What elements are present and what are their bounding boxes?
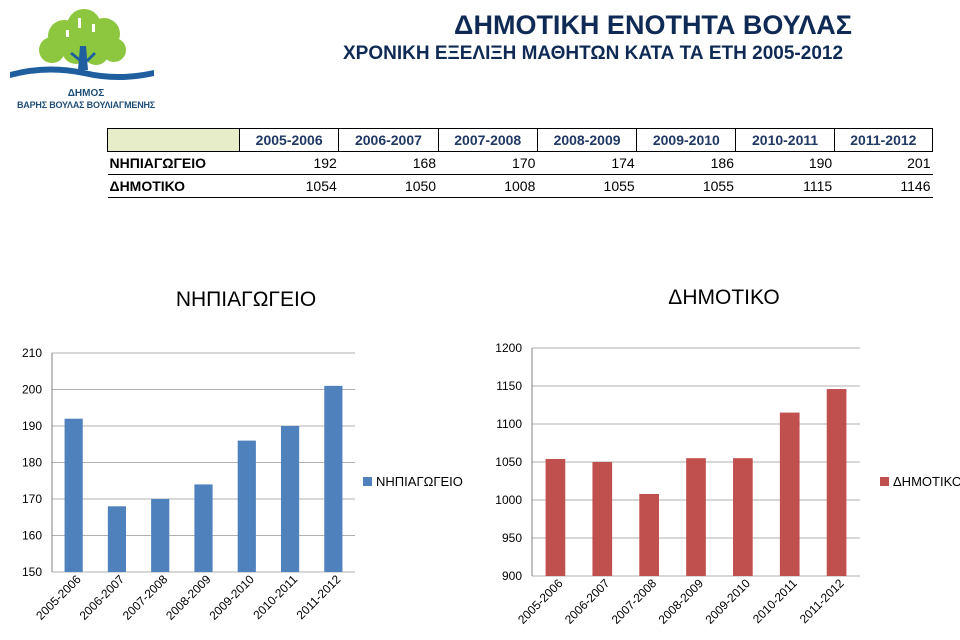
kindergarten-legend-swatch xyxy=(363,477,372,486)
page-subtitle: ΧΡΟΝΙΚΗ ΕΞΕΛΙΞΗ ΜΑΘΗΤΩΝ ΚΑΤΑ ΤΑ ΕΤΗ 2005… xyxy=(342,43,844,64)
column-header: 2005-2006 xyxy=(238,128,340,152)
kindergarten-x-tick-label: 2005-2006 xyxy=(33,572,84,623)
table-cell: 1055 xyxy=(537,174,637,198)
logo-text-line1: ΔΗΜΟΣ xyxy=(67,88,105,99)
primary-x-tick-label: 2010-2011 xyxy=(750,576,800,626)
student-data-table: 2005-2006 2006-2007 2007-2008 2008-2009 … xyxy=(107,128,934,198)
table-cell: 190 xyxy=(735,151,835,175)
primary-y-tick-label: 1150 xyxy=(496,379,522,393)
primary-y-tick-label: 1050 xyxy=(495,455,522,469)
column-header: 2008-2009 xyxy=(536,128,638,152)
column-header: 2007-2008 xyxy=(437,128,538,152)
primary-x-tick-label: 2005-2006 xyxy=(515,576,566,627)
primary-legend-swatch xyxy=(880,477,889,486)
primary-bar xyxy=(686,458,706,576)
primary-legend-label: ΔΗΜΟΤΙΚΟ xyxy=(893,474,960,489)
kindergarten-y-tick-label: 160 xyxy=(22,529,42,543)
primary-bar xyxy=(826,389,847,576)
primary-x-tick-label: 2009-2010 xyxy=(702,576,753,627)
kindergarten-y-tick-label: 210 xyxy=(22,346,42,360)
table-cell: 1055 xyxy=(636,174,736,198)
primary-x-tick-label: 2011-2012 xyxy=(797,576,847,626)
column-header: 2009-2010 xyxy=(636,128,737,152)
kindergarten-y-tick-label: 190 xyxy=(22,419,42,433)
kindergarten-x-tick-label: 2007-2008 xyxy=(120,572,171,623)
kindergarten-y-tick-label: 180 xyxy=(22,456,42,470)
primary-bar xyxy=(733,458,753,576)
kindergarten-bar xyxy=(194,484,213,572)
column-header: 2011-2012 xyxy=(833,128,934,152)
municipality-logo: ΔΗΜΟΣ ΒΑΡΗΣ ΒΟΥΛΑΣ ΒΟΥΛΙΑΓΜΕΝΗΣ xyxy=(6,6,156,110)
table-cell: 170 xyxy=(438,151,538,175)
kindergarten-y-tick-label: 200 xyxy=(22,383,42,397)
kindergarten-x-tick-label: 2010-2011 xyxy=(250,572,300,622)
kindergarten-x-tick-label: 2008-2009 xyxy=(163,572,214,623)
primary-x-tick-label: 2007-2008 xyxy=(609,576,660,627)
primary-chart-title: ΔΗΜΟΤΙΚΟ xyxy=(668,286,779,309)
table-cell: 1008 xyxy=(438,174,538,198)
kindergarten-x-tick-label: 2006-2007 xyxy=(77,572,128,623)
primary-y-tick-label: 900 xyxy=(502,569,522,583)
table-cell: 1054 xyxy=(239,174,339,198)
kindergarten-x-tick-label: 2009-2010 xyxy=(206,572,257,623)
kindergarten-chart-title: ΝΗΠΙΑΓΩΓΕΙΟ xyxy=(176,288,316,311)
primary-x-tick-label: 2008-2009 xyxy=(656,576,707,627)
page-title: ΔΗΜΟΤΙΚΗ ΕΝΟΤΗΤΑ ΒΟΥΛΑΣ xyxy=(454,10,852,40)
kindergarten-y-tick-label: 170 xyxy=(22,492,42,506)
table-corner-cell xyxy=(107,128,240,152)
table-cell: 1050 xyxy=(338,174,439,198)
kindergarten-bar xyxy=(151,499,170,572)
kindergarten-bar xyxy=(237,440,256,572)
primary-y-tick-label: 950 xyxy=(502,531,522,545)
kindergarten-x-tick-label: 2011-2012 xyxy=(294,572,344,622)
primary-bar xyxy=(779,412,800,576)
primary-y-tick-label: 1000 xyxy=(495,493,522,507)
primary-y-tick-label: 1100 xyxy=(496,417,522,431)
primary-x-tick-label: 2006-2007 xyxy=(562,576,613,627)
tree-logo-icon xyxy=(10,9,154,80)
kindergarten-bar xyxy=(324,385,343,572)
primary-bar xyxy=(639,493,659,576)
kindergarten-bar xyxy=(280,426,300,572)
table-row: ΔΗΜΟΤΙΚΟ 1054 1050 1008 1055 1055 1115 1… xyxy=(107,174,933,198)
kindergarten-legend-label: ΝΗΠΙΑΓΩΓΕΙΟ xyxy=(376,474,463,489)
row-label: ΔΗΜΟΤΙΚΟ xyxy=(107,174,240,198)
kindergarten-y-tick-label: 150 xyxy=(22,565,42,579)
primary-bar xyxy=(592,462,613,576)
kindergarten-bar xyxy=(64,418,83,572)
kindergarten-bar xyxy=(107,506,127,572)
column-header: 2010-2011 xyxy=(735,128,835,152)
primary-y-tick-label: 1200 xyxy=(495,341,522,355)
table-cell: 1146 xyxy=(834,174,933,198)
primary-bar xyxy=(545,458,566,576)
logo-text-line2: ΒΑΡΗΣ ΒΟΥΛΑΣ ΒΟΥΛΙΑΓΜΕΝΗΣ xyxy=(17,100,155,110)
table-row: ΝΗΠΙΑΓΩΓΕΙΟ 192 168 170 174 186 190 201 xyxy=(107,151,933,175)
table-cell: 1115 xyxy=(735,174,835,198)
